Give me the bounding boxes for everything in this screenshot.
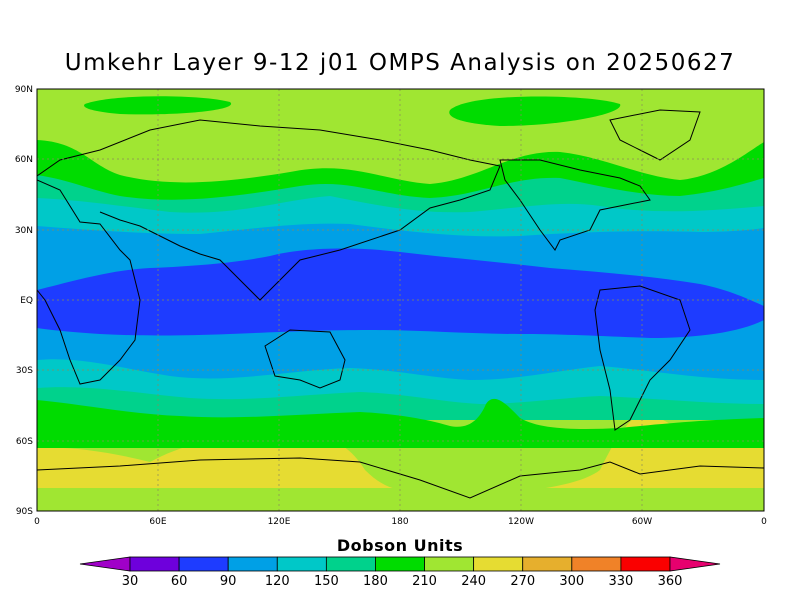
lat-axis: 90N 60N 30N EQ 30S 60S 90S — [15, 85, 33, 517]
coastline-north-america — [499, 159, 651, 251]
colorbar-box — [620, 556, 671, 572]
coastline-greenland — [609, 109, 701, 161]
colorbar-level-label: 360 — [658, 574, 683, 589]
colorbar-box — [571, 556, 622, 572]
coastline-africa — [37, 179, 141, 385]
map-frame — [36, 88, 765, 512]
colorbar-level-label: 240 — [461, 574, 486, 589]
band-90-equatorial — [37, 248, 764, 338]
band-210-south — [37, 398, 764, 448]
coastline-australia — [264, 329, 346, 389]
colorbar-level-label: 90 — [220, 574, 237, 589]
colorbar-level-label: 30 — [122, 574, 139, 589]
lon-label: 60W — [632, 517, 652, 527]
coastline-eurasia — [37, 119, 501, 301]
lat-label: 90N — [15, 85, 33, 95]
colorbar-box — [227, 556, 278, 572]
colorbar-title: Dobson Units — [336, 536, 464, 555]
coastline-south-america — [594, 285, 691, 431]
lon-label: 60E — [149, 517, 166, 527]
colorbar-box — [178, 556, 229, 572]
lat-label: 60N — [15, 155, 33, 165]
lon-label: 120W — [508, 517, 534, 527]
colorbar: 30 60 90 120 150 180 210 240 270 300 330 360 — [79, 556, 721, 589]
colorbar-box — [522, 556, 573, 572]
arctic-green-patch-2 — [449, 96, 621, 126]
colorbar-box — [424, 556, 475, 572]
lat-label: EQ — [20, 296, 33, 306]
colorbar-level-label: 150 — [314, 574, 339, 589]
colorbar-level-label: 210 — [412, 574, 437, 589]
lon-label: 0 — [34, 517, 40, 527]
arctic-green-patch-1 — [84, 96, 232, 115]
lon-axis: 0 60E 120E 180 120W 60W 0 — [34, 517, 767, 527]
lat-label: 30S — [16, 366, 33, 376]
lat-label: 60S — [16, 437, 33, 447]
colorbar-level-label: 330 — [608, 574, 633, 589]
lon-label: 180 — [391, 517, 408, 527]
lon-label: 0 — [761, 517, 767, 527]
colorbar-box — [276, 556, 327, 572]
band-180-south — [37, 387, 764, 420]
colorbar-level-label: 180 — [363, 574, 388, 589]
coastlines — [37, 109, 764, 499]
map-title: Umkehr Layer 9-12 j01 OMPS Analysis on 2… — [64, 50, 736, 76]
colorbar-triangle-high — [669, 556, 721, 572]
colorbar-triangle-low — [79, 556, 131, 572]
colorbar-level-label: 120 — [265, 574, 290, 589]
colorbar-level-label: 300 — [559, 574, 584, 589]
south-yellow-band — [37, 410, 764, 494]
colorbar-box — [473, 556, 524, 572]
colorbar-box — [129, 556, 180, 572]
colorbar-box — [325, 556, 376, 572]
colorbar-level-label: 60 — [171, 574, 188, 589]
graticule — [37, 89, 764, 511]
lat-label: 30N — [15, 226, 33, 236]
colorbar-level-label: 270 — [510, 574, 535, 589]
lon-label: 120E — [268, 517, 291, 527]
colorbar-box — [375, 556, 425, 572]
coastline-antarctica — [37, 457, 764, 499]
lat-label: 90S — [16, 507, 33, 517]
map-plot-area — [37, 89, 764, 511]
